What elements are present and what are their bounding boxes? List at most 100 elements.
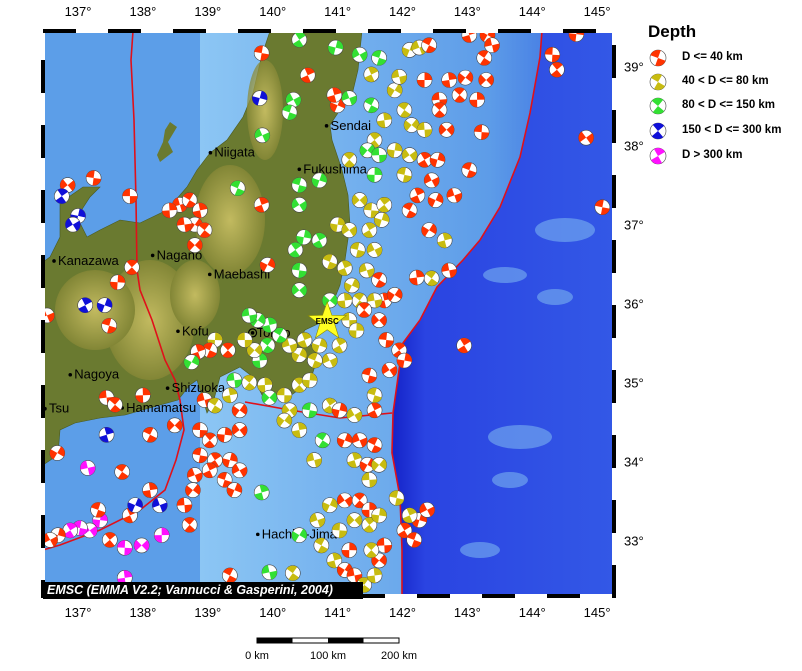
earthquake-beachball[interactable] — [419, 502, 435, 518]
earthquake-beachball[interactable] — [356, 302, 372, 318]
earthquake-beachball[interactable] — [366, 242, 383, 258]
earthquake-beachball[interactable] — [98, 426, 115, 443]
earthquake-beachball[interactable] — [253, 484, 270, 501]
earthquake-beachball[interactable] — [401, 507, 418, 524]
earthquake-beachball[interactable] — [301, 402, 318, 419]
earthquake-beachball[interactable] — [291, 282, 308, 298]
earthquake-beachball[interactable] — [346, 512, 363, 528]
earthquake-beachball[interactable] — [176, 216, 193, 233]
earthquake-beachball[interactable] — [421, 222, 437, 238]
earthquake-beachball[interactable] — [361, 472, 378, 488]
earthquake-beachball[interactable] — [142, 426, 158, 443]
earthquake-beachball[interactable] — [349, 242, 366, 258]
earthquake-beachball[interactable] — [427, 192, 444, 208]
earthquake-beachball[interactable] — [96, 297, 113, 314]
earthquake-beachball[interactable] — [371, 147, 387, 163]
earthquake-beachball[interactable] — [473, 124, 490, 140]
earthquake-beachball[interactable] — [301, 372, 318, 389]
earthquake-beachball[interactable] — [406, 532, 422, 548]
earthquake-beachball[interactable] — [363, 97, 380, 114]
earthquake-beachball[interactable] — [401, 147, 418, 163]
earthquake-beachball[interactable] — [456, 337, 472, 354]
earthquake-beachball[interactable] — [201, 462, 218, 479]
legend-beachball-icon[interactable] — [649, 73, 667, 91]
earthquake-beachball[interactable] — [388, 490, 405, 506]
earthquake-beachball[interactable] — [336, 260, 353, 276]
earthquake-beachball[interactable] — [254, 127, 271, 144]
earthquake-beachball[interactable] — [216, 426, 233, 443]
earthquake-beachball[interactable] — [65, 216, 81, 233]
earthquake-beachball[interactable] — [109, 274, 126, 291]
earthquake-beachball[interactable] — [287, 242, 304, 258]
earthquake-beachball[interactable] — [396, 167, 413, 183]
earthquake-beachball[interactable] — [331, 402, 348, 419]
legend-beachball-icon[interactable] — [649, 147, 667, 165]
earthquake-beachball[interactable] — [272, 327, 288, 344]
earthquake-beachball[interactable] — [386, 82, 403, 99]
legend-beachball-icon[interactable] — [649, 97, 667, 115]
earthquake-beachball[interactable] — [85, 170, 102, 186]
earthquake-beachball[interactable] — [220, 342, 236, 359]
earthquake-beachball[interactable] — [161, 202, 178, 219]
earthquake-beachball[interactable] — [578, 129, 594, 146]
earthquake-beachball[interactable] — [348, 322, 365, 339]
earthquake-beachball[interactable] — [151, 497, 168, 513]
earthquake-beachball[interactable] — [336, 292, 353, 309]
earthquake-beachball[interactable] — [326, 87, 343, 103]
earthquake-beachball[interactable] — [296, 332, 313, 348]
earthquake-beachball[interactable] — [291, 197, 308, 213]
earthquake-beachball[interactable] — [351, 432, 368, 449]
earthquake-beachball[interactable] — [62, 522, 79, 539]
earthquake-beachball[interactable] — [401, 202, 418, 219]
earthquake-beachball[interactable] — [381, 362, 398, 378]
earthquake-beachball[interactable] — [259, 257, 276, 273]
earthquake-beachball[interactable] — [386, 287, 403, 303]
earthquake-beachball[interactable] — [281, 337, 298, 354]
earthquake-beachball[interactable] — [176, 497, 193, 513]
earthquake-beachball[interactable] — [281, 402, 298, 419]
earthquake-beachball[interactable] — [226, 482, 243, 498]
earthquake-beachball[interactable] — [336, 492, 353, 509]
earthquake-beachball[interactable] — [438, 121, 455, 138]
earthquake-beachball[interactable] — [321, 253, 338, 270]
earthquake-beachball[interactable] — [371, 272, 387, 288]
earthquake-beachball[interactable] — [116, 539, 133, 556]
earthquake-beachball[interactable] — [313, 537, 330, 554]
earthquake-beachball[interactable] — [153, 527, 170, 543]
earthquake-beachball[interactable] — [107, 396, 123, 413]
earthquake-beachball[interactable] — [321, 292, 338, 309]
earthquake-beachball[interactable] — [253, 45, 270, 61]
earthquake-beachball[interactable] — [321, 497, 338, 513]
earthquake-beachball[interactable] — [207, 397, 223, 414]
earthquake-beachball[interactable] — [296, 229, 312, 246]
earthquake-beachball[interactable] — [408, 269, 425, 286]
earthquake-beachball[interactable] — [114, 464, 130, 480]
earthquake-beachball[interactable] — [346, 567, 363, 584]
earthquake-beachball[interactable] — [281, 104, 298, 121]
earthquake-beachball[interactable] — [371, 457, 387, 473]
earthquake-beachball[interactable] — [122, 188, 138, 204]
earthquake-beachball[interactable] — [259, 337, 276, 354]
earthquake-beachball[interactable] — [253, 197, 270, 213]
earthquake-beachball[interactable] — [431, 102, 448, 118]
earthquake-beachball[interactable] — [441, 72, 457, 88]
earthquake-beachball[interactable] — [341, 90, 358, 106]
earthquake-beachball[interactable] — [363, 202, 380, 219]
earthquake-beachball[interactable] — [351, 492, 368, 509]
earthquake-beachball[interactable] — [361, 367, 378, 384]
earthquake-beachball[interactable] — [261, 317, 278, 333]
earthquake-beachball[interactable] — [90, 502, 106, 518]
earthquake-beachball[interactable] — [457, 69, 474, 86]
earthquake-beachball[interactable] — [371, 312, 387, 329]
earthquake-beachball[interactable] — [484, 37, 500, 54]
earthquake-beachball[interactable] — [386, 142, 403, 159]
earthquake-beachball[interactable] — [416, 121, 433, 138]
earthquake-beachball[interactable] — [396, 522, 413, 539]
earthquake-beachball[interactable] — [299, 67, 316, 84]
earthquake-beachball[interactable] — [391, 69, 408, 85]
earthquake-beachball[interactable] — [446, 187, 463, 204]
earthquake-beachball[interactable] — [311, 172, 328, 189]
earthquake-beachball[interactable] — [216, 472, 233, 488]
earthquake-beachball[interactable] — [366, 292, 383, 309]
earthquake-beachball[interactable] — [185, 482, 201, 498]
